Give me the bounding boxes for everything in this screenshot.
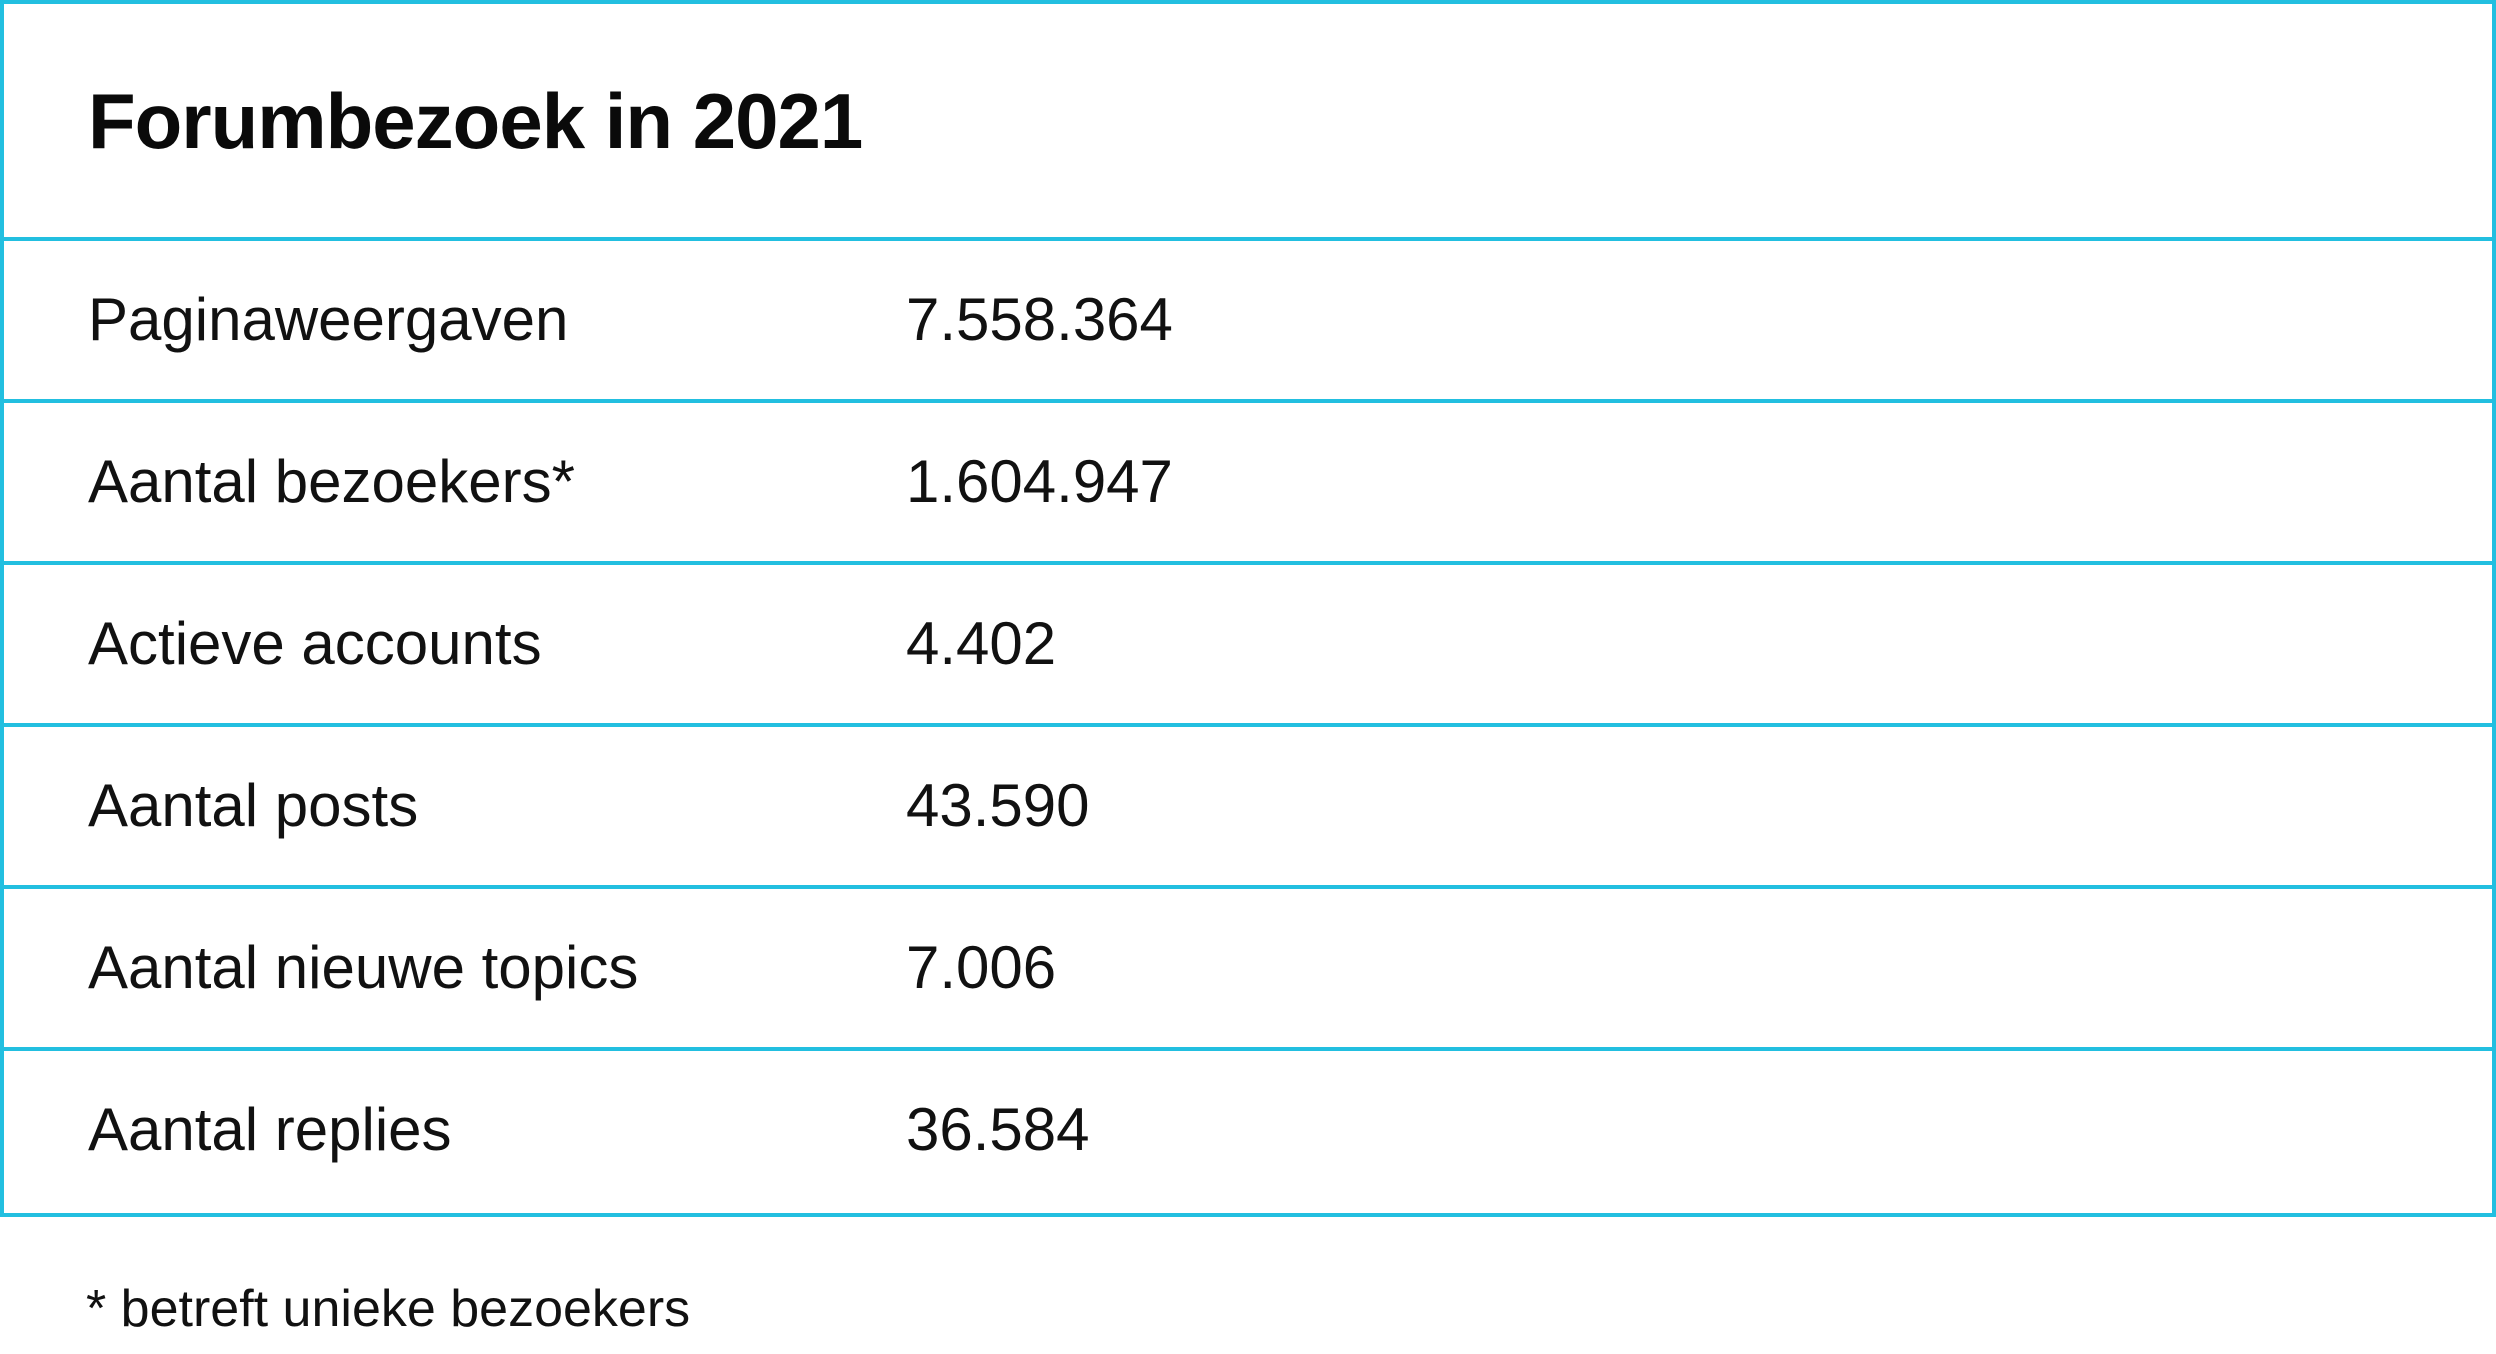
table-row: Paginaweergaven 7.558.364 [4, 241, 2492, 403]
table-row: Aantal bezoekers* 1.604.947 [4, 403, 2492, 565]
table-row: Aantal replies 36.584 [4, 1051, 2492, 1209]
footnote: * betreft unieke bezoekers [86, 1280, 691, 1338]
row-label-actieve-accounts: Actieve accounts [88, 610, 542, 677]
row-value-actieve-accounts: 4.402 [906, 610, 1057, 677]
table-title: Forumbezoek in 2021 [88, 77, 863, 165]
table-row: Aantal posts 43.590 [4, 727, 2492, 889]
row-value-aantal-posts: 43.590 [906, 772, 1090, 839]
table-row: Actieve accounts 4.402 [4, 565, 2492, 727]
table-row: Aantal nieuwe topics 7.006 [4, 889, 2492, 1051]
row-label-aantal-bezoekers: Aantal bezoekers* [88, 448, 575, 515]
row-label-paginaweergaven: Paginaweergaven [88, 286, 569, 353]
row-value-paginaweergaven: 7.558.364 [906, 286, 1173, 353]
row-label-aantal-posts: Aantal posts [88, 772, 419, 839]
row-value-aantal-replies: 36.584 [906, 1096, 1090, 1163]
row-label-aantal-replies: Aantal replies [88, 1096, 452, 1163]
row-label-aantal-nieuwe-topics: Aantal nieuwe topics [88, 934, 639, 1001]
row-value-aantal-nieuwe-topics: 7.006 [906, 934, 1057, 1001]
table-header: Forumbezoek in 2021 [4, 4, 2492, 241]
row-value-aantal-bezoekers: 1.604.947 [906, 448, 1173, 515]
stats-table: Forumbezoek in 2021 Paginaweergaven 7.55… [0, 0, 2496, 1217]
